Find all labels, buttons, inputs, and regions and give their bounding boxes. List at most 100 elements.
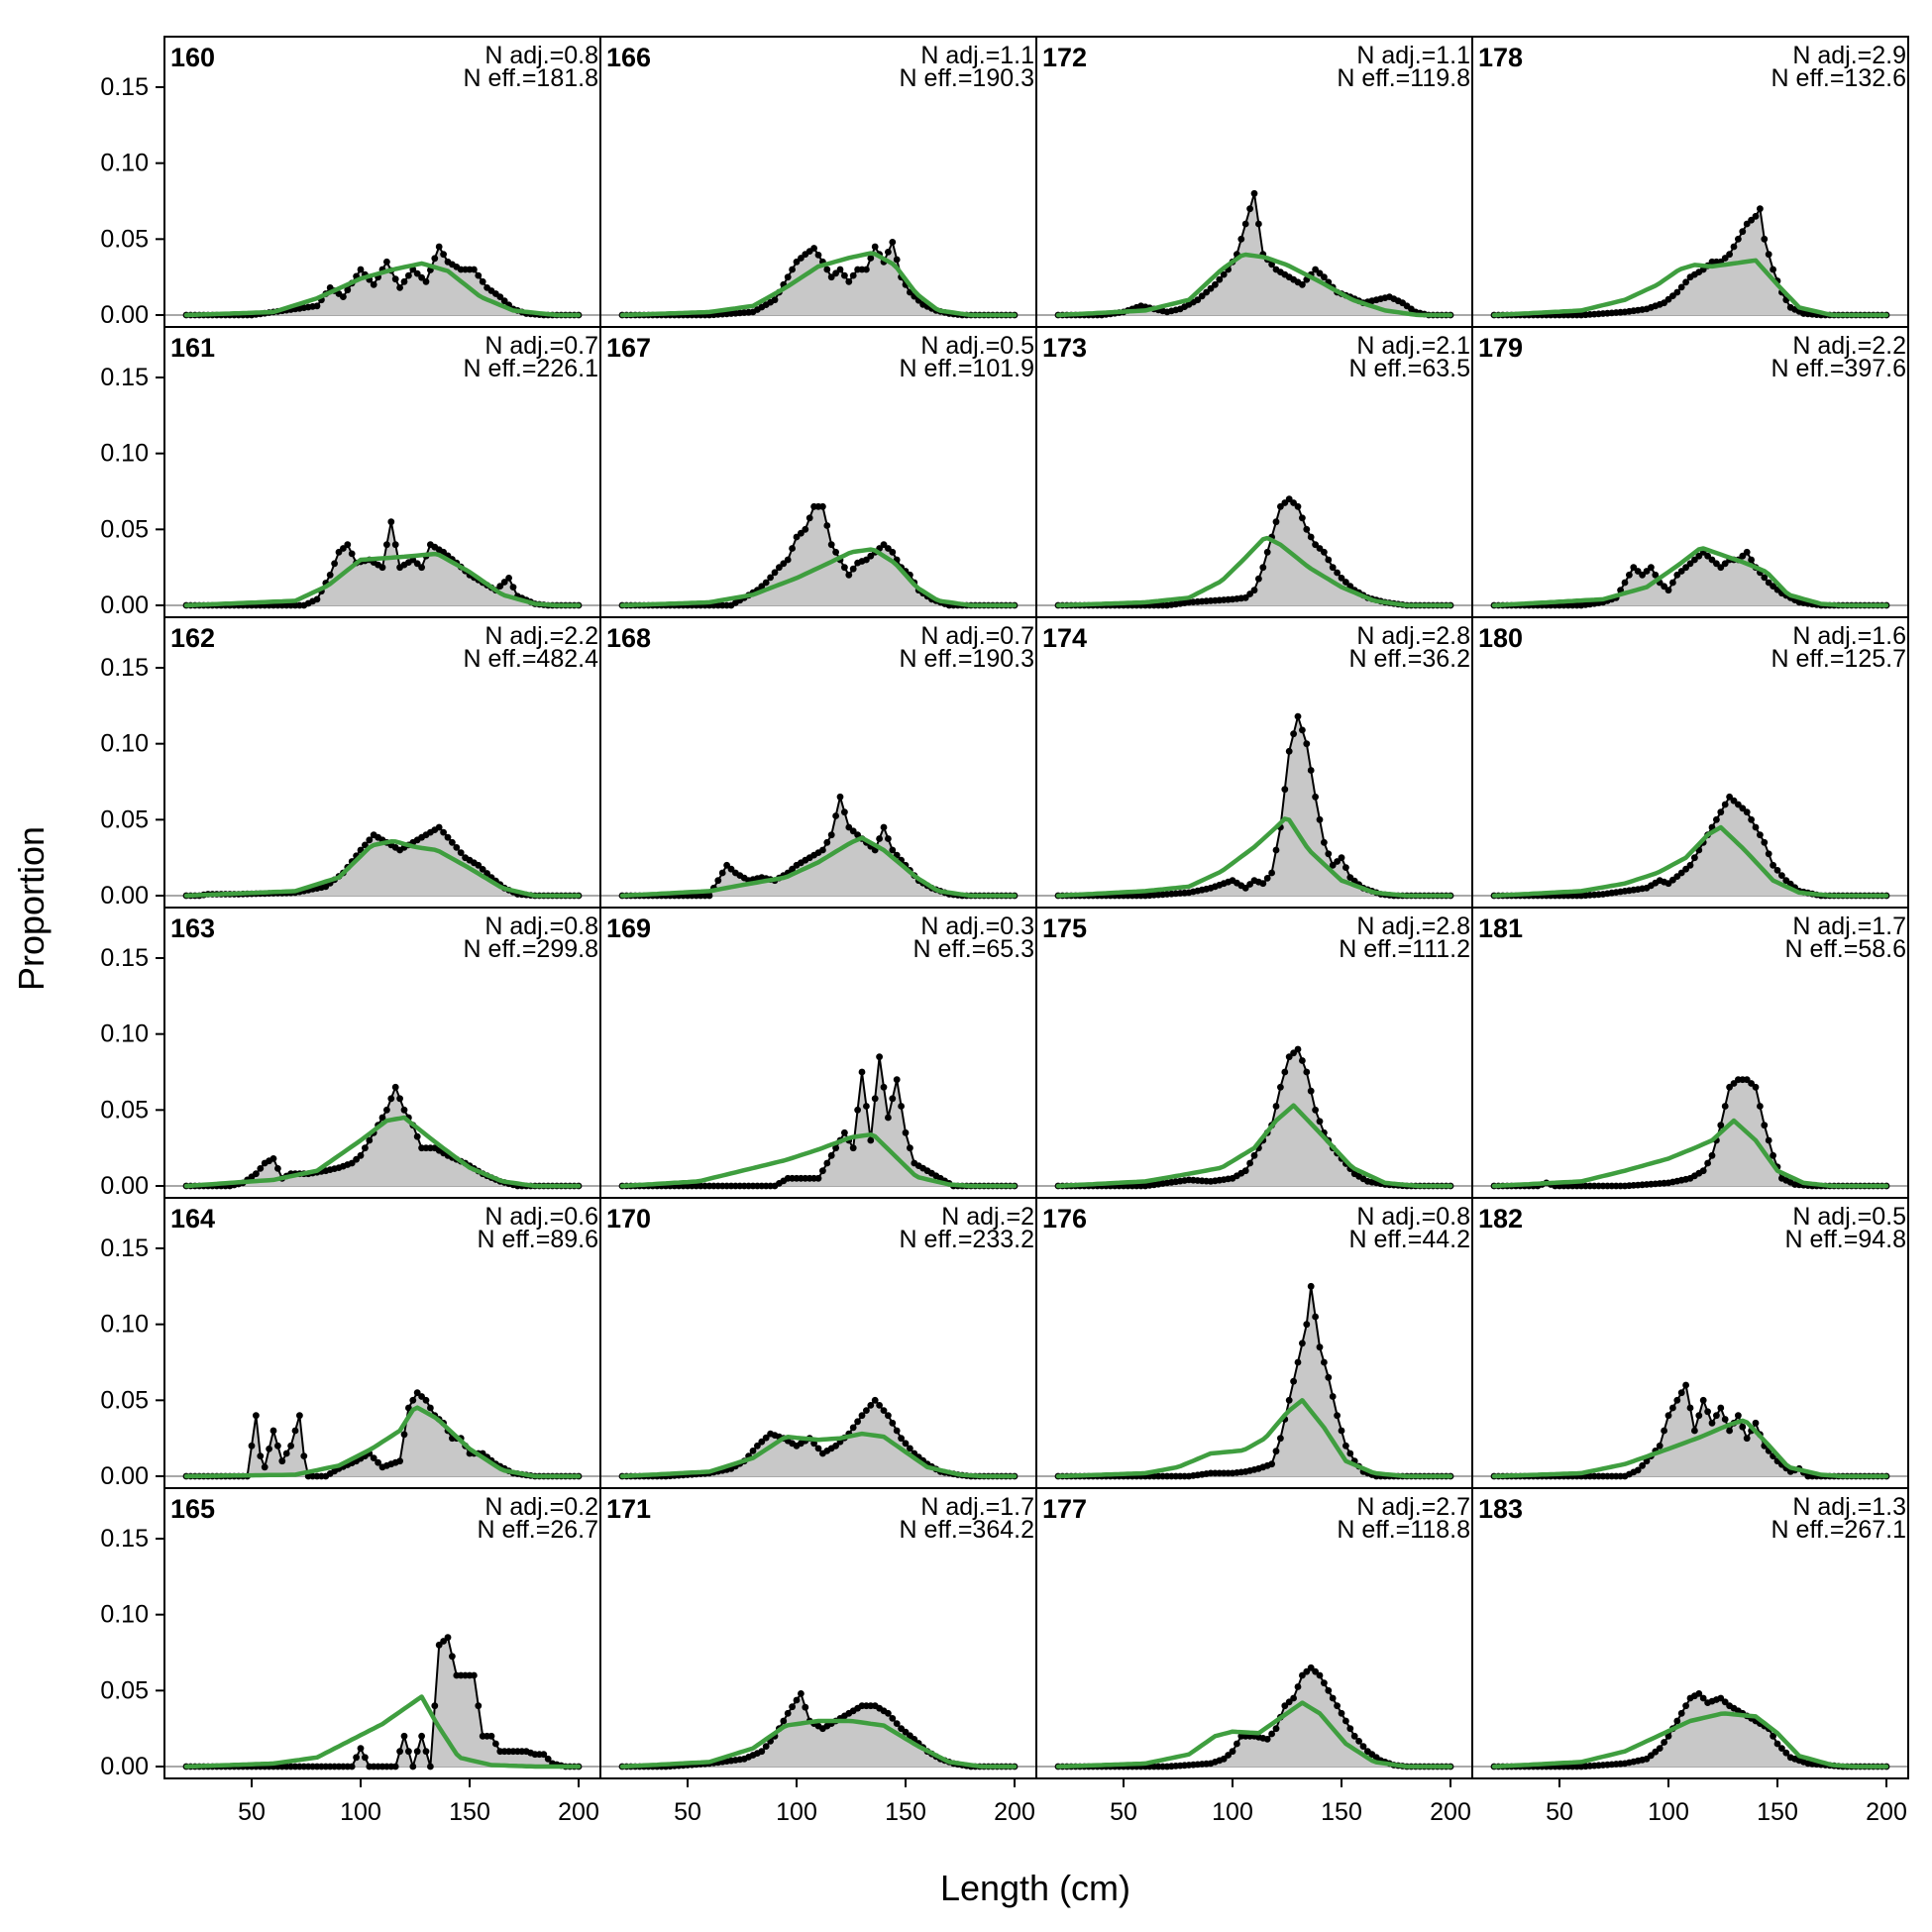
observed-line — [622, 1056, 1015, 1187]
observed-area — [1494, 1079, 1886, 1186]
observed-point — [827, 273, 835, 281]
observed-point — [889, 239, 897, 246]
x-tick-label: 50 — [1110, 1798, 1137, 1826]
n-adj-label: N adj.=2.2 — [484, 622, 598, 650]
panel-180: 180 N adj.=1.6N eff.=125.7 — [1471, 616, 1909, 909]
observed-line — [1058, 1286, 1450, 1477]
observed-point — [1699, 1396, 1707, 1404]
observed-point — [1752, 1419, 1760, 1427]
observed-point — [849, 1144, 857, 1152]
observed-point — [1246, 881, 1253, 888]
observed-point — [1290, 1049, 1297, 1057]
observed-point — [789, 545, 796, 552]
observed-point — [475, 1702, 483, 1710]
n-eff-label: N eff.=94.8 — [1784, 1226, 1906, 1253]
observed-point — [758, 1438, 766, 1446]
observed-area — [1494, 208, 1886, 315]
observed-area — [1494, 1693, 1886, 1767]
observed-point — [1312, 1313, 1319, 1321]
observed-point — [1355, 1738, 1362, 1745]
observed-point — [819, 502, 826, 510]
panel-173: 173 N adj.=2.1N eff.=63.5 — [1035, 326, 1473, 618]
observed-area — [1058, 716, 1450, 896]
n-eff-label: N eff.=101.9 — [900, 355, 1034, 382]
observed-point — [449, 838, 456, 846]
panel-id: 173 — [1042, 333, 1087, 363]
observed-point — [1342, 579, 1349, 586]
observed-point — [475, 861, 483, 869]
observed-point — [1307, 1664, 1315, 1671]
n-adj-label: N adj.=1.3 — [1792, 1493, 1906, 1521]
observed-point — [1312, 541, 1319, 549]
observed-point — [845, 277, 853, 285]
n-eff-label: N eff.=190.3 — [900, 64, 1034, 92]
observed-point — [1648, 564, 1655, 572]
observed-point — [1303, 525, 1311, 533]
panel-id: 181 — [1478, 913, 1523, 943]
observed-point — [1691, 556, 1698, 564]
observed-point — [362, 1144, 369, 1152]
n-adj-label: N adj.=1.1 — [1356, 42, 1470, 69]
observed-point — [471, 1671, 478, 1679]
observed-point — [798, 255, 805, 262]
observed-point — [1285, 1053, 1293, 1061]
observed-point — [1686, 861, 1694, 869]
observed-point — [1255, 575, 1262, 583]
expected-line — [1491, 546, 1889, 608]
observed-line — [1494, 1078, 1886, 1187]
observed-point — [1272, 518, 1280, 526]
observed-point — [1630, 564, 1638, 572]
observed-points — [182, 1389, 583, 1480]
observed-point — [841, 1128, 848, 1136]
observed-point — [344, 541, 352, 549]
observed-point — [331, 560, 338, 568]
observed-point — [422, 1748, 430, 1756]
observed-point — [871, 1396, 879, 1404]
observed-point — [1241, 220, 1249, 228]
observed-point — [1721, 1698, 1729, 1706]
observed-point — [326, 571, 334, 579]
observed-point — [885, 545, 892, 552]
panel-164: 164 N adj.=0.6N eff.=89.6 — [163, 1197, 601, 1489]
observed-point — [1743, 1076, 1751, 1084]
observed-point — [1250, 1151, 1258, 1159]
panel-176: 176 N adj.=0.8N eff.=44.2 — [1035, 1197, 1473, 1489]
panel-161: 161 N adj.=0.7N eff.=226.1 — [163, 326, 601, 618]
observed-point — [893, 1427, 901, 1435]
observed-point — [762, 579, 770, 587]
observed-point — [1207, 284, 1215, 292]
observed-point — [863, 266, 870, 273]
observed-point — [1739, 552, 1747, 560]
x-tick-label: 200 — [1430, 1798, 1471, 1826]
observed-point — [1259, 564, 1267, 572]
observed-point — [1334, 1412, 1341, 1420]
panel-id: 179 — [1478, 333, 1523, 363]
expected-line — [183, 1405, 582, 1479]
observed-point — [1682, 278, 1689, 286]
observed-point — [1312, 1106, 1319, 1114]
observed-point — [427, 1763, 434, 1771]
observed-point — [1664, 1412, 1672, 1420]
observed-point — [1316, 545, 1324, 552]
observed-point — [1255, 220, 1262, 228]
panel-175: 175 N adj.=2.8N eff.=111.2 — [1035, 907, 1473, 1199]
y-tick-label: 0.00 — [100, 882, 149, 910]
observed-point — [880, 541, 888, 549]
observed-point — [1717, 564, 1725, 572]
observed-point — [405, 271, 412, 279]
observed-point — [1752, 823, 1760, 831]
observed-point — [1272, 846, 1280, 854]
observed-point — [266, 1446, 272, 1452]
expected-line — [1491, 1711, 1889, 1770]
observed-point — [269, 1427, 277, 1435]
observed-point — [383, 1106, 390, 1114]
observed-point — [1259, 880, 1267, 888]
observed-point — [405, 1748, 412, 1756]
observed-point — [496, 293, 504, 300]
observed-points — [182, 1634, 583, 1771]
observed-point — [1281, 499, 1289, 506]
expected-line — [1491, 824, 1889, 899]
y-tick-label: 0.15 — [100, 364, 149, 391]
observed-point — [340, 545, 347, 552]
